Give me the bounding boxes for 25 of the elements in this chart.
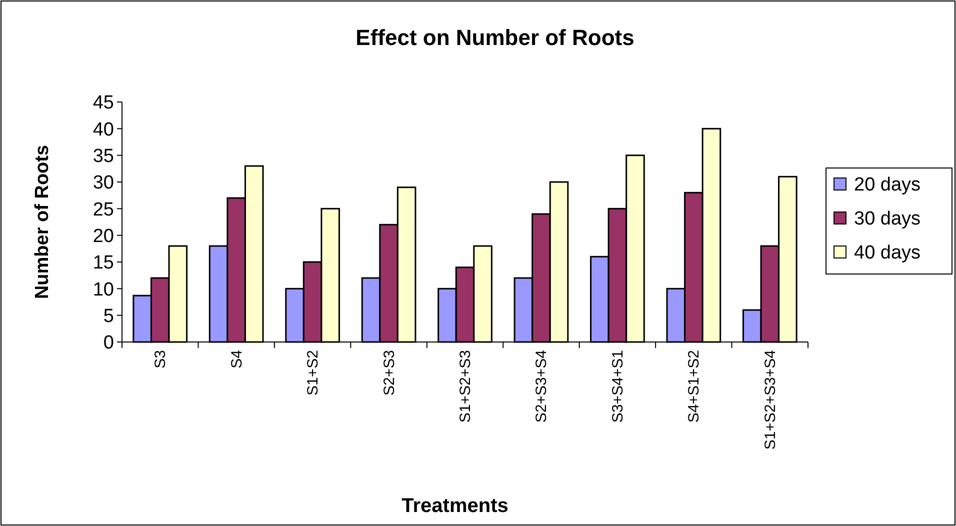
chart-title: Effect on Number of Roots <box>356 25 634 50</box>
x-tick-label: S1+S2+S3 <box>457 350 474 423</box>
legend-label: 30 days <box>854 208 921 230</box>
x-tick-label: S3+S4+S1 <box>609 350 626 423</box>
y-tick-label: 35 <box>92 146 114 167</box>
y-tick-label: 30 <box>92 172 114 194</box>
x-tick-label: S4 <box>228 350 246 368</box>
y-tick-label: 20 <box>92 226 114 247</box>
y-tick-label: 15 <box>92 252 114 274</box>
y-tick-label: 25 <box>92 199 114 220</box>
y-tick-label: 40 <box>92 119 114 140</box>
y-axis-title: Number of Roots <box>32 144 53 300</box>
y-tick-label: 5 <box>103 306 114 327</box>
x-tick-label: S4+S1+S2 <box>686 350 703 423</box>
x-tick-label: S1+S2+S3+S4 <box>762 350 779 450</box>
x-tick-label: S2+S3 <box>380 350 398 396</box>
x-tick-label: S1+S2 <box>304 350 322 396</box>
legend-label: 40 days <box>854 242 921 264</box>
y-tick-label: 0 <box>103 332 114 354</box>
x-tick-label: S3 <box>152 350 170 368</box>
legend-label: 20 days <box>854 174 921 196</box>
y-tick-label: 45 <box>92 92 114 114</box>
x-axis-title: Treatments <box>402 495 508 517</box>
y-tick-label: 10 <box>92 279 114 300</box>
x-tick-label: S2+S3+S4 <box>533 350 550 423</box>
